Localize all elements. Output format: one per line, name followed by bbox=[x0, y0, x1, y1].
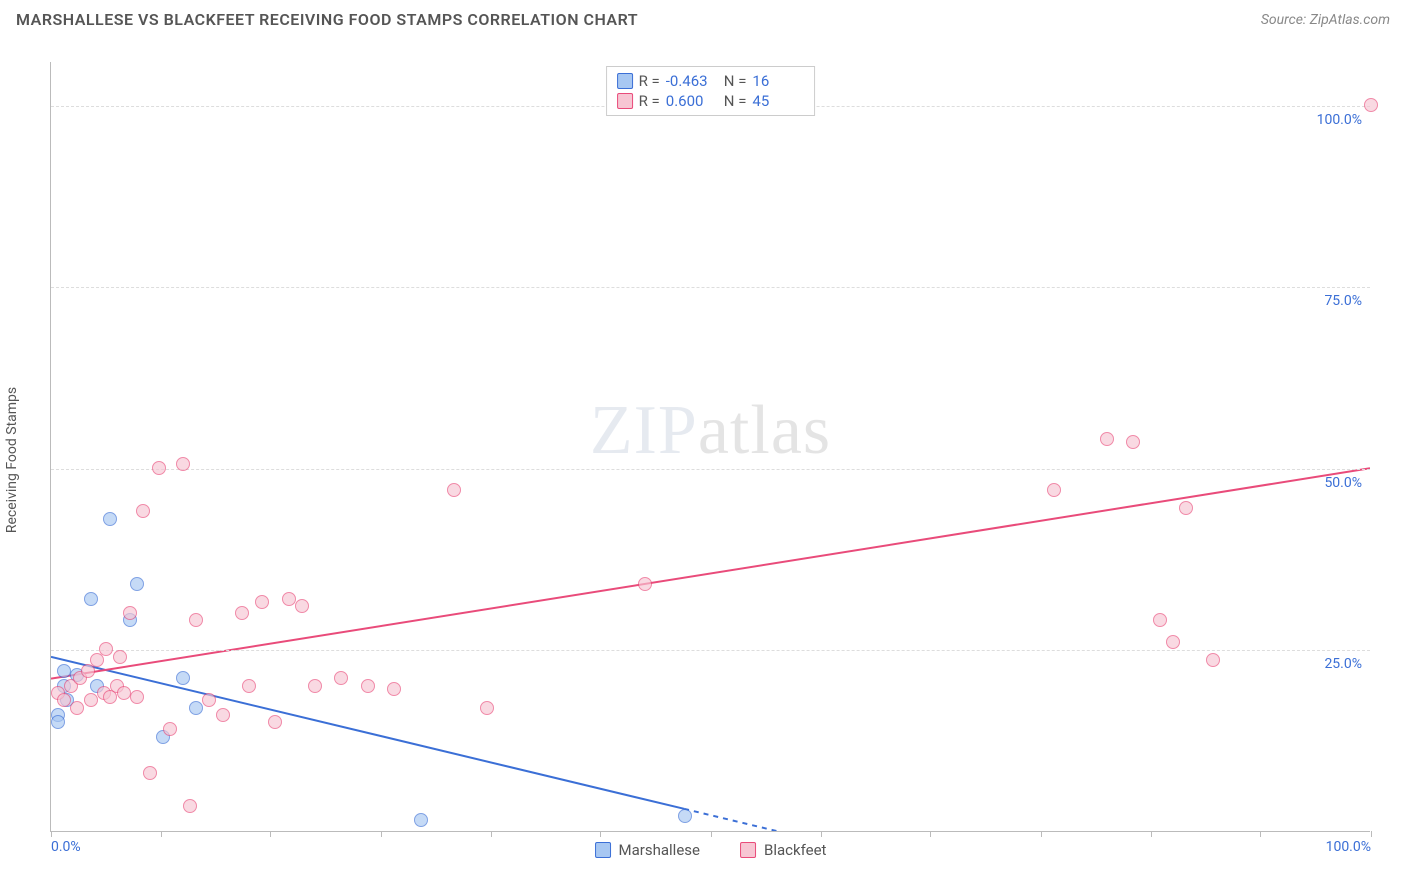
data-point-pink bbox=[202, 693, 216, 707]
data-point-pink bbox=[268, 715, 282, 729]
data-point-pink bbox=[255, 595, 269, 609]
data-point-pink bbox=[361, 679, 375, 693]
r-value-marshallese: -0.463 bbox=[666, 72, 718, 90]
swatch-pink-icon bbox=[617, 93, 633, 109]
swatch-pink-icon bbox=[740, 842, 756, 858]
x-tick-mark bbox=[930, 831, 931, 837]
x-tick-mark bbox=[491, 831, 492, 837]
data-point-pink bbox=[183, 799, 197, 813]
data-point-pink bbox=[189, 613, 203, 627]
x-tick-mark bbox=[1371, 831, 1372, 837]
data-point-pink bbox=[1364, 98, 1378, 112]
data-point-pink bbox=[57, 693, 71, 707]
n-value-marshallese: 16 bbox=[752, 72, 804, 90]
data-point-pink bbox=[282, 592, 296, 606]
series-legend: Marshallese Blackfeet bbox=[595, 841, 827, 859]
data-point-pink bbox=[308, 679, 322, 693]
x-tick-mark bbox=[1151, 831, 1152, 837]
swatch-blue-icon bbox=[595, 842, 611, 858]
x-tick-mark bbox=[600, 831, 601, 837]
source-attribution: Source: ZipAtlas.com bbox=[1261, 12, 1390, 28]
data-point-blue bbox=[189, 701, 203, 715]
data-point-blue bbox=[57, 664, 71, 678]
x-tick-mark bbox=[270, 831, 271, 837]
n-value-blackfeet: 45 bbox=[752, 92, 804, 110]
gridline bbox=[51, 650, 1370, 651]
data-point-pink bbox=[242, 679, 256, 693]
x-tick-mark bbox=[51, 831, 52, 837]
data-point-pink bbox=[99, 642, 113, 656]
data-point-pink bbox=[123, 606, 137, 620]
data-point-pink bbox=[334, 671, 348, 685]
x-tick-mark bbox=[1260, 831, 1261, 837]
data-point-pink bbox=[176, 457, 190, 471]
trend-lines bbox=[51, 62, 1370, 831]
legend-label: Marshallese bbox=[619, 841, 700, 859]
data-point-pink bbox=[387, 682, 401, 696]
data-point-pink bbox=[1206, 653, 1220, 667]
correlation-legend: R = -0.463 N = 16 R = 0.600 N = 45 bbox=[606, 66, 816, 116]
data-point-pink bbox=[1047, 483, 1061, 497]
data-point-pink bbox=[143, 766, 157, 780]
data-point-blue bbox=[51, 715, 65, 729]
data-point-blue bbox=[130, 577, 144, 591]
data-point-pink bbox=[130, 690, 144, 704]
legend-row-blackfeet: R = 0.600 N = 45 bbox=[617, 91, 805, 111]
data-point-pink bbox=[117, 686, 131, 700]
data-point-pink bbox=[84, 693, 98, 707]
data-point-blue bbox=[678, 809, 692, 823]
x-tick-mark bbox=[711, 831, 712, 837]
scatter-plot: R = -0.463 N = 16 R = 0.600 N = 45 ZIPat… bbox=[50, 62, 1370, 832]
data-point-pink bbox=[70, 701, 84, 715]
chart-header: MARSHALLESE VS BLACKFEET RECEIVING FOOD … bbox=[0, 0, 1406, 35]
legend-item-marshallese: Marshallese bbox=[595, 841, 700, 859]
y-tick-label: 50.0% bbox=[1324, 475, 1362, 491]
y-tick-label: 75.0% bbox=[1324, 293, 1362, 309]
y-tick-label: 100.0% bbox=[1317, 112, 1362, 128]
x-tick-mark bbox=[381, 831, 382, 837]
x-tick-mark bbox=[161, 831, 162, 837]
data-point-pink bbox=[638, 577, 652, 591]
legend-label: Blackfeet bbox=[764, 841, 826, 859]
data-point-pink bbox=[163, 722, 177, 736]
y-axis-label: Receiving Food Stamps bbox=[4, 387, 20, 533]
data-point-pink bbox=[480, 701, 494, 715]
data-point-pink bbox=[1126, 435, 1140, 449]
data-point-pink bbox=[216, 708, 230, 722]
x-tick-label: 0.0% bbox=[51, 839, 81, 855]
data-point-blue bbox=[176, 671, 190, 685]
data-point-blue bbox=[414, 813, 428, 827]
x-tick-mark bbox=[1041, 831, 1042, 837]
chart-title: MARSHALLESE VS BLACKFEET RECEIVING FOOD … bbox=[16, 10, 638, 29]
data-point-pink bbox=[136, 504, 150, 518]
data-point-pink bbox=[1153, 613, 1167, 627]
gridline bbox=[51, 287, 1370, 288]
r-value-blackfeet: 0.600 bbox=[666, 92, 718, 110]
data-point-pink bbox=[447, 483, 461, 497]
data-point-pink bbox=[1166, 635, 1180, 649]
data-point-pink bbox=[113, 650, 127, 664]
data-point-blue bbox=[84, 592, 98, 606]
data-point-pink bbox=[1179, 501, 1193, 515]
y-tick-label: 25.0% bbox=[1324, 656, 1362, 672]
data-point-pink bbox=[295, 599, 309, 613]
legend-item-blackfeet: Blackfeet bbox=[740, 841, 826, 859]
swatch-blue-icon bbox=[617, 73, 633, 89]
legend-row-marshallese: R = -0.463 N = 16 bbox=[617, 71, 805, 91]
x-tick-mark bbox=[821, 831, 822, 837]
data-point-pink bbox=[235, 606, 249, 620]
x-tick-label: 100.0% bbox=[1326, 839, 1371, 855]
watermark: ZIPatlas bbox=[590, 391, 831, 471]
data-point-blue bbox=[103, 512, 117, 526]
gridline bbox=[51, 469, 1370, 470]
chart-container: Receiving Food Stamps R = -0.463 N = 16 … bbox=[16, 40, 1390, 880]
data-point-pink bbox=[152, 461, 166, 475]
data-point-pink bbox=[1100, 432, 1114, 446]
